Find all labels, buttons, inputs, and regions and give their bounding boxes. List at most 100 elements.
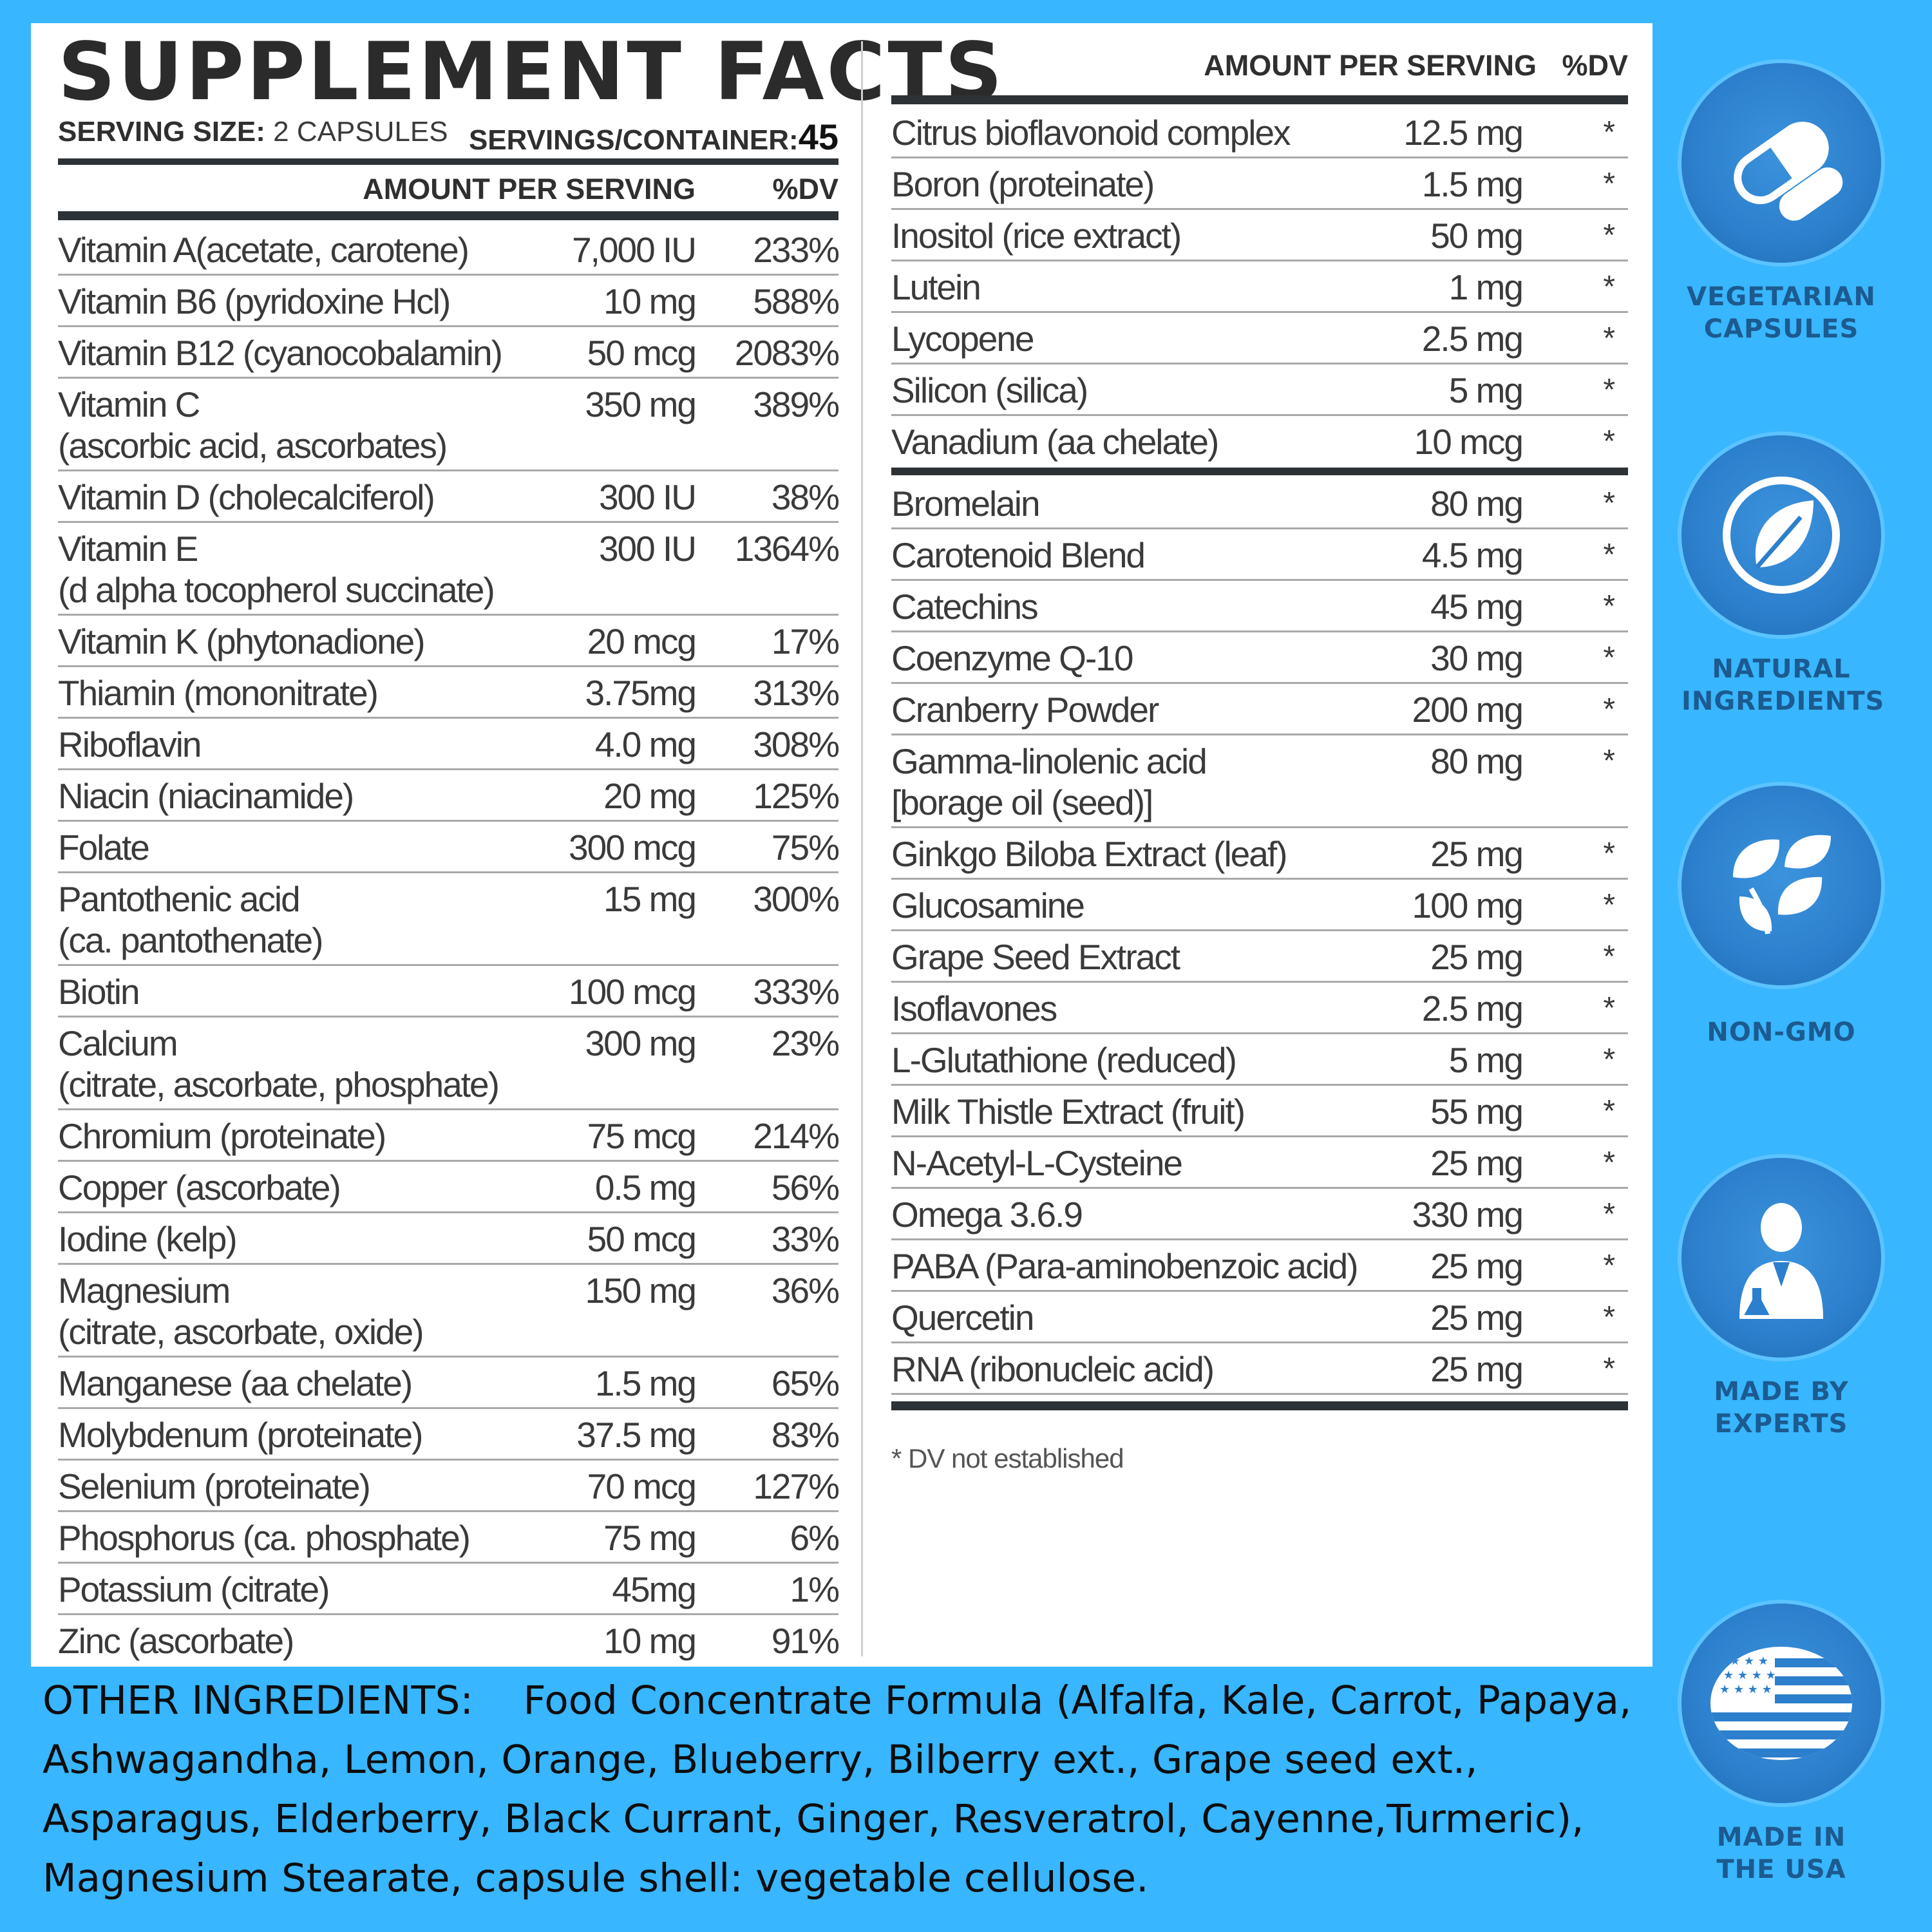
- nutrient-amount: 100 mg: [1412, 886, 1524, 925]
- svg-text:★ ★ ★ ★: ★ ★ ★ ★: [1719, 1683, 1772, 1696]
- nutrient-dv: 300%: [753, 879, 840, 919]
- nutrient-amount: 50 mcg: [587, 333, 697, 373]
- svg-text:★ ★ ★: ★ ★ ★: [1730, 1654, 1768, 1668]
- nutrient-name: PABA (Para-aminobenzoic acid): [891, 1240, 1368, 1287]
- nutrient-dv: *: [1603, 744, 1615, 778]
- nutrient-row: Folate 300 mcg 75%: [58, 822, 840, 873]
- nutrient-name-line: N-Acetyl-L-Cysteine: [891, 1143, 1183, 1183]
- nutrient-name: Vitamin K (phytonadione): [58, 616, 541, 662]
- nutrient-name-line: Vitamin B6 (pyridoxine Hcl): [58, 281, 451, 321]
- servings-per-container: SERVINGS/CONTAINER:45: [469, 116, 838, 158]
- badge-line1: NATURAL: [1712, 654, 1851, 684]
- column-divider: [861, 41, 863, 1656]
- serving-size-value: 2 CAPSULES: [273, 116, 448, 147]
- nutrient-name-line: Manganese (aa chelate): [58, 1363, 413, 1403]
- nutrient-name-line: Potassium (citrate): [58, 1569, 330, 1609]
- nutrient-name: Vitamin B6 (pyridoxine Hcl): [58, 276, 541, 322]
- nutrient-amount: 25 mg: [1430, 1143, 1524, 1183]
- nutrient-dv: *: [1603, 1043, 1615, 1077]
- nutrient-row: Vitamin A(acetate, carotene) 7,000 IU 233%: [58, 224, 840, 276]
- nutrient-row: Iodine (kelp) 50 mcg 33%: [58, 1213, 840, 1265]
- nutrient-amount: 75 mg: [603, 1518, 697, 1558]
- nutrient-dv: *: [1603, 424, 1615, 459]
- left-column-header: AMOUNT PER SERVING %DV: [58, 173, 838, 206]
- nutrient-name-line: Quercetin: [891, 1298, 1034, 1338]
- nutrient-dv: *: [1603, 888, 1615, 922]
- nutrient-amount: 80 mg: [1430, 484, 1524, 524]
- nutrient-dv: *: [1603, 991, 1615, 1025]
- nutrient-amount: 10 mg: [603, 1621, 697, 1661]
- nutrient-name: Manganese (aa chelate): [58, 1358, 541, 1404]
- nutrient-name: Selenium (proteinate): [58, 1461, 541, 1507]
- nutrient-row: Silicon (silica) 5 mg *: [891, 365, 1628, 416]
- nutrient-row: Bromelain 80 mg *: [891, 478, 1628, 529]
- nutrient-row: Phosphorus (ca. phosphate) 75 mg 6%: [58, 1512, 840, 1564]
- nutrient-row: Carotenoid Blend 4.5 mg *: [891, 529, 1628, 581]
- nutrient-dv: *: [1603, 167, 1615, 201]
- nutrient-dv: *: [1603, 538, 1615, 572]
- nutrient-dv: 233%: [753, 230, 840, 270]
- nutrient-source-line: (citrate, ascorbate, phosphate): [58, 1065, 500, 1104]
- nutrient-row: Gamma-linolenic acid [borage oil (seed)] 8…: [891, 735, 1628, 828]
- nutrient-source-line: [borage oil (seed)]: [891, 782, 1153, 822]
- nutrient-row: Catechins 45 mg *: [891, 581, 1628, 632]
- nutrient-amount: 1 mg: [1448, 267, 1524, 307]
- nutrient-name-line: Copper (ascorbate): [58, 1168, 341, 1208]
- nutrient-name: Zinc (ascorbate): [58, 1615, 541, 1662]
- nutrient-name: Omega 3.6.9: [891, 1189, 1368, 1235]
- nutrient-row: Manganese (aa chelate) 1.5 mg 65%: [58, 1358, 840, 1409]
- nutrient-row: Vitamin C (ascorbic acid, ascorbates) 350 …: [58, 379, 840, 471]
- nutrient-row: Thiamin (mononitrate) 3.75mg 313%: [58, 667, 840, 719]
- nutrient-amount: 350 mg: [585, 384, 697, 424]
- right-nutrient-group-1: Citrus bioflavonoid complex 12.5 mg * Boron…: [891, 107, 1628, 466]
- nutrient-name: Iodine (kelp): [58, 1213, 541, 1260]
- nutrient-dv: *: [1603, 270, 1615, 304]
- nutrient-name-line: Phosphorus (ca. phosphate): [58, 1518, 471, 1558]
- nutrient-dv: *: [1603, 940, 1615, 974]
- nutrient-row: PABA (Para-aminobenzoic acid) 25 mg *: [891, 1240, 1628, 1292]
- scientist-icon: [1681, 1158, 1881, 1358]
- nutrient-amount: 30 mg: [1430, 638, 1524, 678]
- nutrient-source-line: (d alpha tocopherol succinate): [58, 570, 495, 610]
- nutrient-amount: 1.5 mg: [1421, 164, 1524, 204]
- nutrient-name: Ginkgo Biloba Extract (leaf): [891, 828, 1368, 875]
- nutrient-amount: 50 mcg: [587, 1219, 697, 1259]
- nutrient-row: Milk Thistle Extract (fruit) 55 mg *: [891, 1086, 1628, 1137]
- nutrient-name: Lutein: [891, 261, 1368, 308]
- badge-line1: MADE IN: [1716, 1823, 1846, 1852]
- nutrient-name-line: Coenzyme Q-10: [891, 638, 1133, 678]
- nutrient-amount: 70 mcg: [587, 1466, 697, 1506]
- nutrient-row: Molybdenum (proteinate) 37.5 mg 83%: [58, 1409, 840, 1461]
- right-bottom-rule: [891, 1401, 1628, 1410]
- nutrient-amount: 20 mg: [603, 776, 697, 816]
- nutrient-row: Vitamin K (phytonadione) 20 mcg 17%: [58, 616, 840, 667]
- nutrient-dv: *: [1603, 1197, 1615, 1231]
- nutrient-name: N-Acetyl-L-Cysteine: [891, 1137, 1368, 1184]
- leaf-icon: [1681, 435, 1881, 635]
- nutrient-name-line: L-Glutathione (reduced): [891, 1040, 1237, 1080]
- nutrient-name: Cranberry Powder: [891, 684, 1368, 730]
- left-header-rule: [58, 211, 838, 220]
- nutrient-name: Silicon (silica): [891, 365, 1368, 411]
- amount-header: AMOUNT PER SERVING: [363, 173, 696, 205]
- servings-value: 45: [798, 117, 838, 157]
- nutrient-row: Omega 3.6.9 330 mg *: [891, 1189, 1628, 1240]
- right-column-header: AMOUNT PER SERVING %DV: [891, 49, 1628, 82]
- nutrient-name: Isoflavones: [891, 983, 1368, 1029]
- nutrient-name-line: Grape Seed Extract: [891, 937, 1180, 977]
- nutrient-row: Quercetin 25 mg *: [891, 1292, 1628, 1343]
- badge-non-gmo: NON-GMO: [1681, 786, 1881, 1048]
- nutrient-amount: 15 mg: [603, 879, 697, 919]
- badge-line1: VEGETARIAN: [1687, 282, 1876, 312]
- nutrient-amount: 300 mcg: [569, 828, 697, 867]
- nutrient-amount: 3.75mg: [585, 673, 697, 713]
- right-nutrient-group-2: Bromelain 80 mg * Carotenoid Blend 4.5 mg * Ca…: [891, 478, 1628, 1395]
- dv-header: %DV: [772, 173, 838, 205]
- nutrient-name-line: Chromium (proteinate): [58, 1116, 386, 1156]
- nutrient-amount: 80 mg: [1430, 741, 1524, 781]
- nutrient-amount: 100 mcg: [569, 972, 697, 1012]
- nutrient-name: Carotenoid Blend: [891, 529, 1368, 576]
- dv-header-right: %DV: [1562, 49, 1628, 82]
- nutrient-amount: 200 mg: [1412, 690, 1524, 730]
- servings-label: SERVINGS/CONTAINER:: [468, 124, 799, 156]
